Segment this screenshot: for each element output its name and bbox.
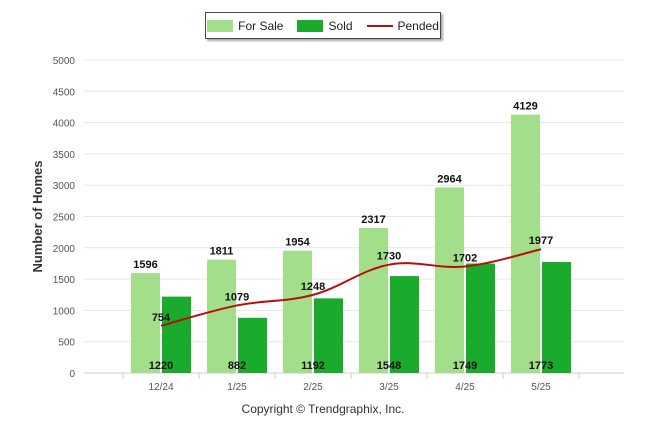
data-label-pended: 754	[152, 312, 171, 324]
data-label-pended: 1730	[377, 251, 401, 263]
y-tick-label: 4000	[53, 119, 76, 130]
data-label-for-sale: 1596	[133, 259, 157, 271]
data-label-pended: 1702	[453, 252, 477, 264]
bar-for-sale	[359, 227, 388, 373]
bar-sold	[238, 317, 267, 373]
y-tick-label: 3000	[53, 181, 76, 192]
data-label-pended: 1079	[225, 291, 249, 303]
legend-swatch-sold	[297, 19, 324, 32]
x-tick-label: 1/25	[227, 382, 247, 393]
y-tick-label: 1500	[53, 275, 76, 286]
legend-item-sold: Sold	[297, 18, 353, 33]
data-label-sold: 1192	[301, 360, 325, 372]
data-label-for-sale: 2964	[437, 173, 462, 185]
data-label-for-sale: 2317	[361, 214, 385, 226]
data-label-sold: 1548	[377, 360, 401, 372]
bar-for-sale	[435, 187, 464, 373]
bar-sold	[466, 263, 495, 373]
y-tick-label: 5000	[53, 56, 76, 67]
legend-item-for-sale: For Sale	[207, 19, 283, 33]
legend-label-for-sale: For Sale	[238, 18, 284, 33]
y-tick-label: 3500	[53, 150, 76, 161]
y-tick-label: 500	[58, 338, 75, 349]
line-pended	[160, 248, 542, 327]
x-tick-label: 2/25	[303, 382, 323, 393]
x-tick-label: 3/25	[379, 382, 399, 393]
bar-for-sale	[511, 114, 540, 373]
y-axis-title: Number of Homes	[30, 161, 45, 273]
legend: For Sale Sold Pended	[205, 12, 441, 39]
bar-sold	[542, 262, 571, 373]
bar-for-sale	[131, 273, 160, 373]
data-label-for-sale: 1954	[285, 237, 310, 249]
data-label-sold: 1773	[529, 360, 553, 372]
data-label-pended: 1977	[529, 235, 553, 247]
x-tick-label: 4/25	[455, 382, 475, 393]
y-tick-label: 1000	[53, 306, 76, 317]
data-label-pended: 1248	[301, 281, 325, 293]
y-tick-label: 2500	[53, 213, 76, 224]
y-tick-label: 2000	[53, 244, 76, 255]
legend-swatch-for-sale	[207, 19, 234, 32]
y-tick-label: 0	[69, 369, 75, 380]
data-label-sold: 882	[228, 360, 246, 372]
legend-label-sold: Sold	[328, 18, 353, 33]
bar-sold	[314, 298, 343, 373]
bar-sold	[390, 276, 419, 373]
legend-item-pended: Pended	[366, 18, 439, 33]
legend-label-pended: Pended	[397, 18, 439, 33]
x-tick-label: 5/25	[531, 382, 551, 393]
data-label-sold: 1220	[149, 360, 173, 372]
bar-for-sale	[207, 259, 236, 373]
data-label-sold: 1749	[453, 360, 477, 372]
x-tick-label: 12/24	[148, 382, 173, 393]
bar-for-sale	[283, 250, 312, 373]
data-label-for-sale: 1811	[210, 246, 234, 258]
y-tick-label: 4500	[53, 87, 76, 98]
data-label-for-sale: 4129	[513, 101, 537, 113]
legend-swatch-pended	[366, 24, 393, 27]
copyright-footer: Copyright © Trendgraphix, Inc.	[241, 402, 405, 416]
bar-sold	[162, 296, 191, 373]
